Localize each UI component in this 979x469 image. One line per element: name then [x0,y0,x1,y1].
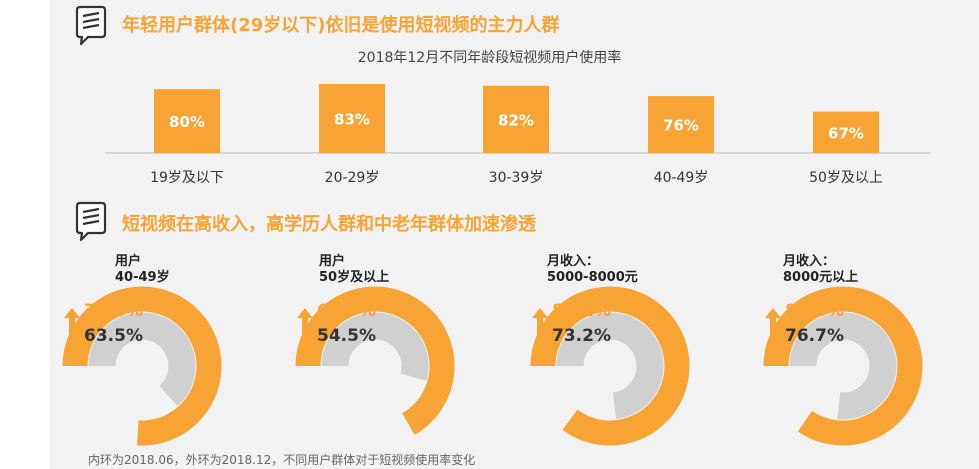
outer-ring-value: 66.7% [317,301,376,321]
inner-ring-value: 63.5% [84,326,143,346]
outer-ring-arc-2018-12 [62,286,222,446]
document-quote-icon [75,201,107,242]
inner-ring-arc-2018-06 [321,312,429,381]
outer-ring-value: 84.6% [785,301,844,321]
up-arrow-icon [297,308,313,336]
concentric-donut-chart [62,286,222,446]
outer-ring-arc-2018-12 [295,286,455,435]
section-title-penetration: 短视频在高收入，高学历人群和中老年群体加速渗透 [122,214,536,235]
bar-chart-title: 2018年12月不同年龄段短视频用户使用率 [357,50,622,66]
concentric-donut-chart [530,286,690,446]
concentric-donut-chart [295,286,455,435]
inner-ring-value: 76.7% [785,326,844,346]
outer-ring-value: 85.2% [552,301,611,321]
group-label-line2: 50岁及以上 [319,270,390,285]
bar-4 [813,111,879,153]
inner-ring-arc-2018-06 [556,312,664,420]
inner-ring-value: 73.2% [552,326,611,346]
bar-value-label: 67% [828,124,864,142]
bar-3 [648,96,714,153]
group-label-line1: 月收入： [547,254,600,269]
group-label-line2: 40-49岁 [115,270,170,285]
category-label: 30-39岁 [489,170,544,186]
up-arrow-icon [532,308,548,336]
category-label: 40-49岁 [654,170,709,186]
document-quote-icon [75,5,107,46]
outer-ring-arc-2018-12 [763,286,923,446]
group-label-line1: 月收入： [783,254,836,269]
bar-1 [319,84,385,153]
inner-ring-value: 54.5% [317,326,376,346]
bar-value-label: 83% [334,111,370,129]
up-arrow-icon [765,308,781,336]
age-usage-bar-chart: 80% 19岁及以下 83% 20-29岁 82% 30-39岁 76% 40-49岁 67% 5… [105,84,930,186]
outer-ring-arc-2018-12 [530,286,690,446]
group-label-line1: 用户 [115,254,142,269]
bar-value-label: 76% [663,117,699,135]
group-label-line2: 5000-8000元 [547,270,638,285]
concentric-donut-chart [763,286,923,446]
inner-ring-arc-2018-06 [789,312,897,420]
footnote: 内环为2018.06，外环为2018.12，不同用户群体对于短视频使用率变化 [88,453,476,467]
inner-ring-arc-2018-06 [88,312,196,407]
group-label-line1: 用户 [319,254,346,269]
category-label: 50岁及以上 [809,170,883,186]
up-arrow-icon [64,308,80,336]
outer-ring-value: 76.0% [84,301,143,321]
group-label-line2: 8000元以上 [783,270,859,285]
bar-value-label: 80% [169,113,205,131]
category-label: 20-29岁 [325,170,380,186]
bar-0 [154,89,220,153]
bar-2 [483,85,549,153]
section-title-young-users: 年轻用户群体(29岁以下)依旧是使用短视频的主力人群 [122,15,560,36]
bar-value-label: 82% [498,111,534,129]
category-label: 19岁及以下 [150,170,224,186]
